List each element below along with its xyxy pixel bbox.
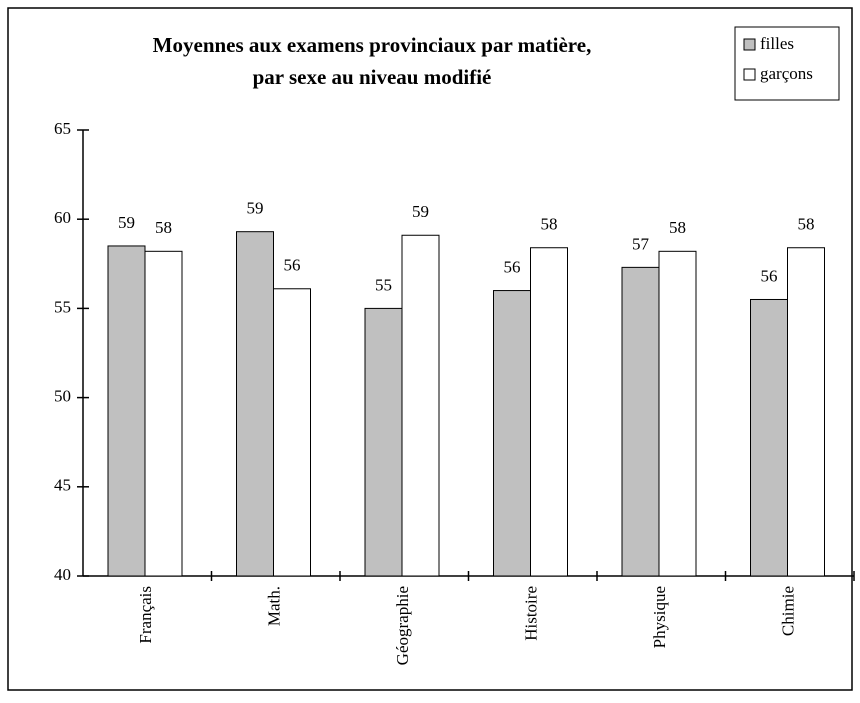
legend-label: garçons [760, 64, 813, 83]
x-tick-label: Chimie [779, 586, 798, 636]
bar [658, 250, 697, 577]
bar [621, 266, 660, 577]
value-label: 56 [284, 256, 301, 275]
bar [273, 288, 311, 577]
y-tick-label: 50 [54, 387, 71, 406]
x-tick-label: Français [136, 586, 155, 644]
x-tick-label: Histoire [522, 586, 541, 641]
value-label: 59 [247, 199, 264, 218]
bar [750, 298, 788, 577]
bar [530, 247, 568, 577]
value-label: 58 [541, 215, 558, 234]
x-tick-label: Géographie [393, 586, 412, 665]
x-tick-label: Physique [650, 586, 669, 648]
bar [787, 247, 825, 577]
value-label: 56 [504, 257, 521, 276]
y-tick-label: 40 [54, 565, 71, 584]
legend-label: filles [760, 34, 794, 53]
bar [493, 290, 531, 577]
bar [236, 231, 274, 577]
legend-swatch [743, 68, 756, 81]
x-tick-label: Math. [265, 586, 284, 626]
value-label: 58 [669, 218, 686, 237]
y-tick-label: 55 [54, 297, 71, 316]
value-label: 56 [761, 266, 778, 285]
y-tick-label: 45 [54, 476, 71, 495]
legend-swatch [743, 38, 756, 51]
bar [401, 234, 440, 577]
chart-title: Moyennes aux examens provinciaux par mat… [153, 33, 592, 57]
bar [364, 307, 403, 577]
value-label: 58 [155, 218, 172, 237]
bar [144, 250, 183, 577]
y-tick-label: 60 [54, 208, 71, 227]
value-label: 55 [375, 275, 392, 294]
y-tick-label: 65 [54, 119, 71, 138]
value-label: 59 [412, 202, 429, 221]
chart-title: par sexe au niveau modifié [253, 65, 492, 89]
value-label: 58 [798, 215, 815, 234]
value-label: 57 [632, 234, 650, 253]
value-label: 59 [118, 213, 135, 232]
bar [107, 245, 146, 577]
